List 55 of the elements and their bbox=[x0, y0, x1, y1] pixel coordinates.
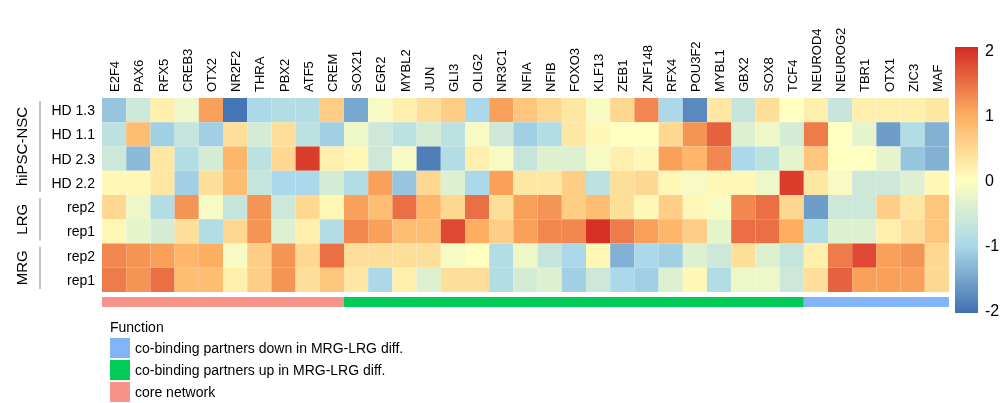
x-tick-label: NFIA bbox=[518, 62, 534, 92]
color-bar-label: -2 bbox=[985, 301, 1000, 319]
x-tick-label: MYBL2 bbox=[397, 49, 413, 92]
y-tick-label: HD 1.3 bbox=[51, 102, 96, 119]
color-bar-label: 2 bbox=[985, 42, 994, 60]
x-tick-label: ZIC3 bbox=[905, 63, 921, 92]
y-tick-label: HD 2.3 bbox=[51, 150, 96, 167]
x-tick-label: PBX2 bbox=[276, 58, 292, 92]
x-tick-label: CREM bbox=[324, 53, 340, 92]
text: hiPSC-NSC bbox=[13, 106, 30, 187]
y-tick-label: rep2 bbox=[66, 247, 96, 264]
text: core network bbox=[135, 384, 217, 400]
x-tick-label: GLI3 bbox=[445, 63, 461, 92]
y-tick-label: HD 1.1 bbox=[51, 126, 96, 143]
x-tick-label: NR3C1 bbox=[494, 49, 510, 92]
x-tick-label: THRA bbox=[252, 56, 268, 92]
x-tick-label: MYBL1 bbox=[712, 49, 728, 92]
x-tick-label: NEUROD4 bbox=[808, 28, 824, 92]
x-tick-label: NR2F2 bbox=[228, 50, 244, 92]
y-tick-label: HD 2.2 bbox=[51, 174, 96, 191]
x-tick-label: POU3F2 bbox=[687, 41, 703, 92]
x-tick-label: GBX2 bbox=[736, 57, 752, 92]
x-tick-label: OTX1 bbox=[881, 58, 897, 92]
x-tick-label: ZNF148 bbox=[639, 45, 655, 92]
x-tick-label: RFX4 bbox=[663, 58, 679, 92]
x-tick-label: MAF bbox=[929, 64, 945, 92]
x-tick-label: KLF13 bbox=[591, 53, 607, 92]
x-tick-label: EGR2 bbox=[373, 56, 389, 92]
color-bar-label: 1 bbox=[985, 107, 994, 125]
x-tick-label: NFIB bbox=[542, 62, 558, 92]
x-tick-label: CREB3 bbox=[179, 48, 195, 92]
x-tick-label: ATF5 bbox=[300, 61, 316, 92]
x-tick-label: SOX21 bbox=[349, 50, 365, 92]
text: Function bbox=[110, 319, 164, 335]
x-tick-label: OTX2 bbox=[203, 58, 219, 92]
text: co-binding partners up in MRG-LRG diff. bbox=[135, 362, 386, 378]
x-tick-label: TCF4 bbox=[784, 59, 800, 92]
x-tick-label: RFX5 bbox=[155, 58, 171, 92]
text: co-binding partners down in MRG-LRG diff. bbox=[135, 340, 404, 356]
x-tick-label: TBR1 bbox=[857, 58, 873, 92]
y-tick-label: rep1 bbox=[66, 271, 96, 288]
y-tick-label: rep2 bbox=[66, 199, 96, 216]
x-tick-label: ZEB1 bbox=[615, 59, 631, 92]
x-tick-label: PAX6 bbox=[131, 59, 147, 92]
y-tick-label: rep1 bbox=[66, 223, 96, 240]
color-bar-label: 0 bbox=[985, 172, 994, 189]
x-tick-label: SOX8 bbox=[760, 57, 776, 92]
x-tick-label: OLIG2 bbox=[470, 53, 486, 92]
x-tick-label: FOXO3 bbox=[566, 47, 582, 92]
text: LRG bbox=[13, 203, 30, 235]
x-tick-label: E2F4 bbox=[107, 60, 123, 92]
x-tick-label: JUN bbox=[421, 66, 437, 92]
color-bar-label: -1 bbox=[985, 236, 1000, 254]
text: MRG bbox=[13, 250, 30, 286]
x-tick-label: NEUROG2 bbox=[833, 27, 849, 92]
